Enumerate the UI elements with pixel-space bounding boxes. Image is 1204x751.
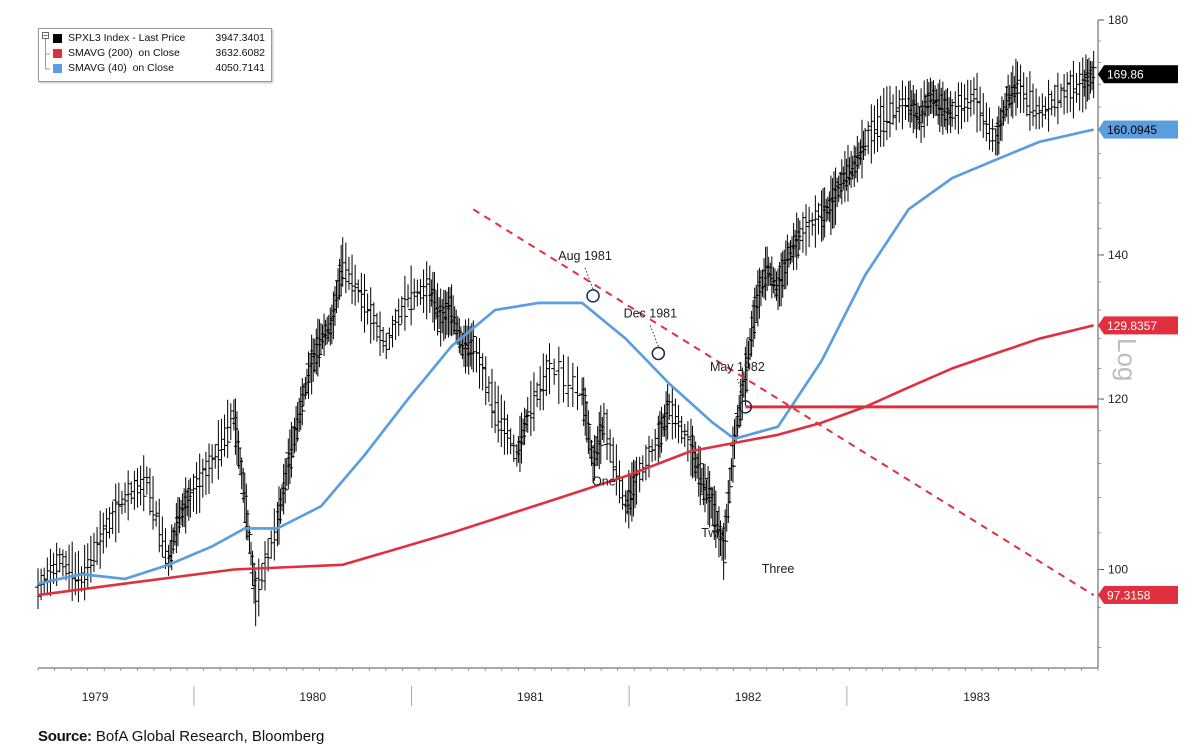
value-tag-text: 97.3158 xyxy=(1107,588,1151,602)
legend-value: 3947.3401 xyxy=(215,32,265,44)
legend-tree-icon xyxy=(42,32,50,70)
legend-value: 3632.6082 xyxy=(215,47,265,59)
annotation-label: One xyxy=(592,475,616,489)
annotation-leader xyxy=(584,267,594,290)
value-tag-text: 129.8357 xyxy=(1107,319,1157,333)
source-note: Source: BofA Global Research, Bloomberg xyxy=(38,728,324,745)
downtrend-line xyxy=(472,208,1095,596)
value-tag-pointer xyxy=(1098,65,1104,84)
y-tick-label: 140 xyxy=(1108,248,1128,262)
value-tag-text: 169.86 xyxy=(1107,68,1144,82)
x-tick-label: 1981 xyxy=(517,690,544,704)
legend-swatch xyxy=(53,49,62,58)
moving-averages xyxy=(37,128,1094,597)
value-tag-pointer xyxy=(1098,120,1104,139)
annotation-label: May 1982 xyxy=(710,360,765,374)
annotation-leader xyxy=(649,325,659,347)
legend-item-price: SPXL3 Index - Last Price 3947.3401 xyxy=(39,31,271,46)
x-tick-label: 1980 xyxy=(299,690,326,704)
price-series xyxy=(35,50,1097,627)
x-axis-labels: 1979 1980 1981 1982 1983 xyxy=(82,690,991,704)
legend-value: 4050.7141 xyxy=(215,62,265,74)
annotation-circle xyxy=(738,400,753,414)
annotation-label: Aug 1981 xyxy=(558,249,612,263)
annotation-leader xyxy=(736,378,746,401)
annotation-circle xyxy=(586,289,600,303)
legend-label: SPXL3 Index - Last Price xyxy=(68,32,186,44)
annotations: Aug 1981 Dec 1981 May 1982 One Two Three xyxy=(472,208,1098,596)
source-label: Source: xyxy=(38,728,92,745)
value-tag xyxy=(1104,65,1178,84)
legend: SPXL3 Index - Last Price 3947.3401 SMAVG… xyxy=(38,28,272,82)
sma40-line xyxy=(37,128,1094,585)
y-tick-label: 120 xyxy=(1108,392,1128,406)
x-tick-label: 1983 xyxy=(963,690,990,704)
legend-item-sma200: SMAVG (200) on Close 3632.6082 xyxy=(39,46,271,61)
y-axis-labels: 100 120 140 180 169.86 160.0945 129.8357 97.315… xyxy=(1098,13,1178,604)
source-text: BofA Global Research, Bloomberg xyxy=(95,728,325,745)
value-tag-text: 160.0945 xyxy=(1107,123,1157,137)
x-tick-label: 1979 xyxy=(82,690,109,704)
legend-swatch xyxy=(53,34,62,43)
chart-axes xyxy=(37,19,1104,706)
annotation-circle xyxy=(651,346,666,361)
legend-swatch xyxy=(53,64,62,73)
y-tick-label: 100 xyxy=(1108,563,1128,577)
legend-label: SMAVG (200) on Close xyxy=(68,47,180,59)
value-tag xyxy=(1104,585,1178,604)
annotation-label: Two xyxy=(701,526,724,540)
y-tick-label: 180 xyxy=(1108,13,1128,27)
value-tag xyxy=(1104,316,1178,335)
value-tag-pointer xyxy=(1098,316,1104,335)
legend-label: SMAVG (40) on Close xyxy=(68,62,175,74)
annotation-label: Dec 1981 xyxy=(624,306,678,320)
legend-item-sma40: SMAVG (40) on Close 4050.7141 xyxy=(39,61,271,76)
sma200-line xyxy=(37,324,1094,597)
sma40-line xyxy=(37,128,1094,585)
x-tick-label: 1982 xyxy=(735,690,762,704)
value-tag-pointer xyxy=(1098,585,1104,604)
value-tag xyxy=(1104,120,1178,139)
annotation-label: Three xyxy=(762,562,795,576)
log-scale-label: Log xyxy=(1112,338,1142,382)
